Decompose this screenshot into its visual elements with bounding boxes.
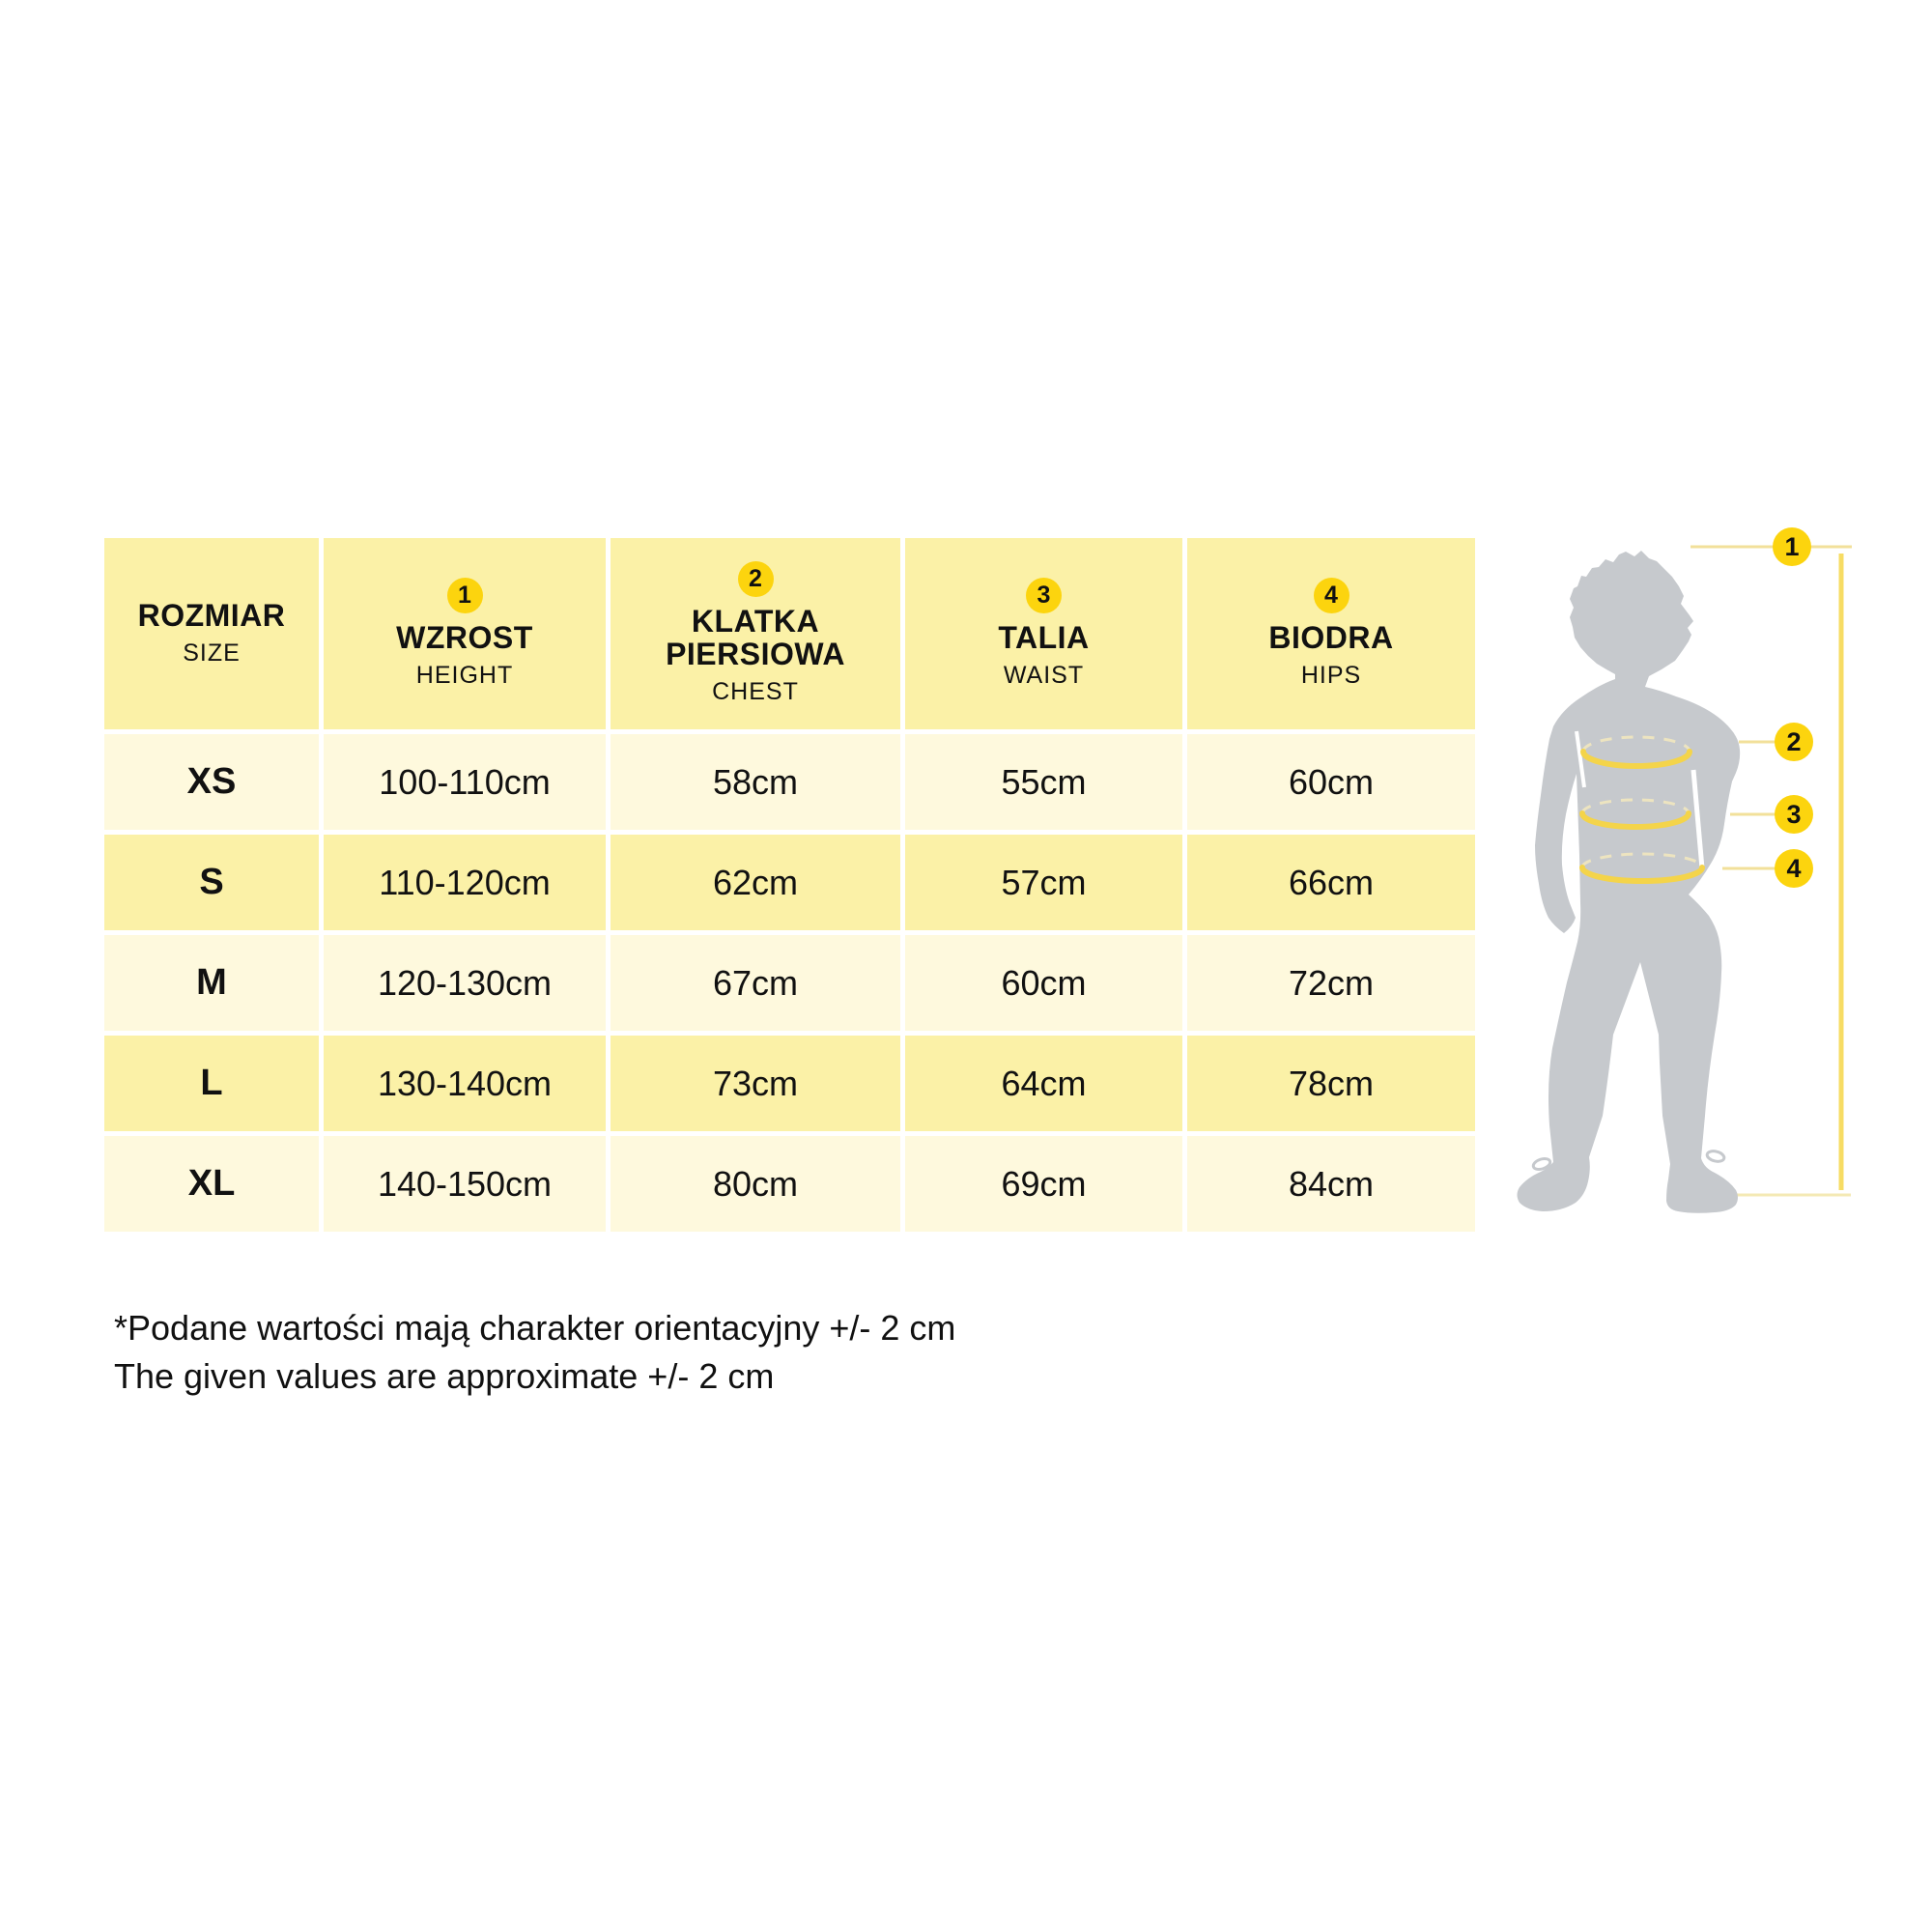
table-row-xs-chest: 58cm xyxy=(611,734,900,830)
table-row-s-hips: 66cm xyxy=(1187,835,1475,930)
column-label: TALIA xyxy=(998,620,1090,656)
column-label: BIODRA xyxy=(1268,620,1394,656)
table-row-m-height: 120-130cm xyxy=(324,935,606,1031)
chest-ellipse-dashed xyxy=(1581,735,1691,753)
table-row-xs-size: XS xyxy=(104,734,319,830)
column-label: WZROST xyxy=(396,620,533,656)
header-cell-hips: 4 BIODRA HIPS xyxy=(1187,538,1475,729)
header-cell-height: 1 WZROST HEIGHT xyxy=(324,538,606,729)
table-row-l-waist: 64cm xyxy=(905,1036,1182,1131)
waist-ellipse-dashed xyxy=(1580,798,1690,814)
column-sublabel: CHEST xyxy=(712,677,799,705)
column-marker-4-icon: 4 xyxy=(1313,578,1350,614)
hips-ellipse-solid xyxy=(1579,865,1705,884)
table-row-l-hips: 78cm xyxy=(1187,1036,1475,1131)
size-table: ROZMIAR SIZE 1 WZROST HEIGHT 2 KLATKA PI… xyxy=(104,538,1475,1232)
waist-ellipse-solid xyxy=(1579,810,1691,830)
header-cell-waist: 3 TALIA WAIST xyxy=(905,538,1182,729)
table-row-xs-height: 100-110cm xyxy=(324,734,606,830)
chest-ellipse-solid xyxy=(1580,749,1692,769)
table-row-l-chest: 73cm xyxy=(611,1036,900,1131)
table-row-xs-hips: 60cm xyxy=(1187,734,1475,830)
column-marker-1-icon: 1 xyxy=(446,578,483,614)
column-sublabel: HEIGHT xyxy=(415,661,514,689)
table-row-m-size: M xyxy=(104,935,319,1031)
table-row-xl-chest: 80cm xyxy=(611,1136,900,1232)
figure-marker-2: 2 xyxy=(1775,723,1813,761)
left-shoelace-icon xyxy=(1531,1156,1552,1172)
column-sublabel: SIZE xyxy=(183,639,241,667)
figure-marker-1: 1 xyxy=(1773,527,1811,566)
table-row-xl-height: 140-150cm xyxy=(324,1136,606,1232)
table-row-s-height: 110-120cm xyxy=(324,835,606,930)
column-label: ROZMIAR xyxy=(137,598,286,634)
column-marker-3-icon: 3 xyxy=(1026,578,1062,614)
table-row-xs-waist: 55cm xyxy=(905,734,1182,830)
boy-silhouette-figure xyxy=(1517,545,1852,1213)
table-row-xl-size: XL xyxy=(104,1136,319,1232)
right-arm-gap xyxy=(1690,769,1705,869)
header-cell-size: ROZMIAR SIZE xyxy=(104,538,319,729)
figure-marker-3: 3 xyxy=(1775,795,1813,834)
figure-marker-4: 4 xyxy=(1775,849,1813,888)
table-row-s-size: S xyxy=(104,835,319,930)
table-row-xl-hips: 84cm xyxy=(1187,1136,1475,1232)
table-row-s-chest: 62cm xyxy=(611,835,900,930)
table-row-m-waist: 60cm xyxy=(905,935,1182,1031)
column-marker-2-icon: 2 xyxy=(737,561,774,598)
table-row-s-waist: 57cm xyxy=(905,835,1182,930)
column-sublabel: HIPS xyxy=(1300,661,1362,689)
hips-ellipse-dashed xyxy=(1580,852,1704,868)
footnotes: *Podane wartości mają charakter orientac… xyxy=(114,1304,955,1401)
column-sublabel: WAIST xyxy=(1003,661,1085,689)
table-row-m-hips: 72cm xyxy=(1187,935,1475,1031)
footnote-en: The given values are approximate +/- 2 c… xyxy=(114,1356,775,1396)
footnote-pl: *Podane wartości mają charakter orientac… xyxy=(114,1308,956,1348)
right-shoelace-icon xyxy=(1705,1150,1726,1163)
table-row-m-chest: 67cm xyxy=(611,935,900,1031)
left-arm-gap xyxy=(1575,730,1586,788)
header-cell-chest: 2 KLATKA PIERSIOWA CHEST xyxy=(611,538,900,729)
table-row-l-height: 130-140cm xyxy=(324,1036,606,1131)
table-row-xl-waist: 69cm xyxy=(905,1136,1182,1232)
column-label: KLATKA PIERSIOWA xyxy=(666,604,845,671)
table-row-l-size: L xyxy=(104,1036,319,1131)
